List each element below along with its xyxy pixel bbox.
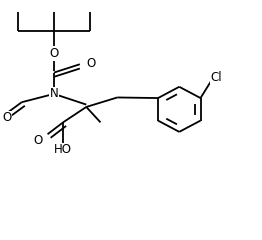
Text: O: O	[33, 134, 42, 147]
Text: O: O	[2, 111, 12, 124]
Text: N: N	[50, 87, 58, 100]
Text: Cl: Cl	[211, 71, 222, 84]
Text: O: O	[49, 47, 59, 60]
Text: O: O	[86, 57, 96, 70]
Text: HO: HO	[54, 143, 72, 156]
